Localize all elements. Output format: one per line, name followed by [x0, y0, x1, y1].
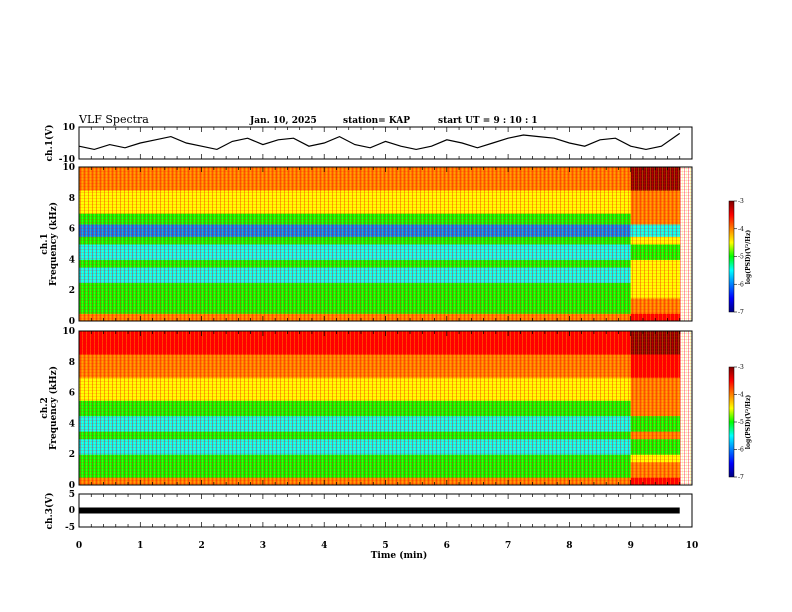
ch1-waveform-panel: 10 -10 ch.1(V) — [44, 123, 693, 165]
panel-tick-marks — [78, 127, 693, 527]
frequency-tick-label: 6 — [69, 225, 75, 235]
colorbar-tick-label: -7 — [738, 309, 744, 316]
ch1-waveform-ylabel: ch.1(V) — [44, 125, 55, 162]
ch1-colorbar-label: log(PSD)(V²/Hz) — [745, 230, 752, 285]
time-axis-label: Time (min) — [371, 550, 428, 561]
ch1-colorbar-ticks: -3 -4 -5 -6 -7 — [734, 198, 744, 316]
ch1-ytick-bottom: -10 — [59, 155, 75, 165]
time-axis-ticks: 0 1 2 3 4 5 6 7 8 9 10 — [76, 541, 698, 551]
ch3-waveform-panel: 5 0 -5 ch.3(V) 0 1 2 3 4 5 6 7 8 9 10 Time (min) — [44, 490, 698, 561]
time-tick-label: 2 — [198, 541, 204, 551]
colorbar-tick-label: -6 — [738, 281, 744, 288]
frequency-tick-label: 8 — [69, 194, 75, 204]
ch2-colorbar-ticks: -3 -4 -5 -6 -7 — [734, 364, 744, 481]
frequency-tick-label: 0 — [69, 481, 75, 491]
frequency-tick-label: 2 — [69, 450, 75, 460]
time-tick-label: 9 — [628, 541, 634, 551]
time-tick-label: 5 — [382, 541, 388, 551]
ch1-colorbar: -3 -4 -5 -6 -7 log(PSD)(V²/Hz) — [728, 198, 752, 316]
colorbar-tick-label: -4 — [738, 226, 744, 233]
ch2-colorbar: -3 -4 -5 -6 -7 log(PSD)(V²/Hz) — [728, 364, 752, 481]
ch1-spectrogram-ylabel-channel: ch.1 — [40, 233, 50, 254]
ch1-ytick-top: 10 — [62, 123, 75, 133]
date-label: Jan. 10, 2025 — [249, 116, 317, 126]
time-tick-label: 3 — [260, 541, 266, 551]
time-tick-label: 1 — [137, 541, 143, 551]
ch3-ytick-middle: 0 — [69, 506, 75, 516]
time-tick-label: 10 — [686, 541, 699, 551]
ch2-spectrogram-ylabel-channel: ch.2 — [40, 397, 50, 418]
colorbar-tick-label: -7 — [738, 474, 744, 481]
frequency-tick-label: 2 — [69, 286, 75, 296]
frequency-tick-label: 4 — [69, 419, 75, 429]
frequency-tick-label: 10 — [62, 327, 75, 337]
ch3-waveform-ylabel: ch.3(V) — [44, 493, 55, 530]
ch1-waveform-trace — [78, 132, 681, 151]
colorbar-tick-label: -6 — [738, 447, 744, 454]
colorbar-tick-label: -3 — [738, 198, 744, 205]
ch2-spectrogram-yticks: 0 2 4 6 8 10 — [62, 327, 75, 491]
time-tick-label: 8 — [566, 541, 572, 551]
ch1-spectrogram-panel: 0 2 4 6 8 10 ch.1 Frequency (kHz) — [40, 163, 693, 327]
time-tick-label: 4 — [321, 541, 327, 551]
waveform-line — [78, 132, 681, 151]
colorbar-tick-label: -5 — [738, 419, 744, 426]
frequency-tick-label: 0 — [69, 317, 75, 327]
time-tick-label: 0 — [76, 541, 82, 551]
frequency-tick-label: 6 — [69, 389, 75, 399]
ch1-colorbar-scale — [728, 200, 735, 313]
colorbar-tick-label: -5 — [738, 254, 744, 261]
time-tick-label: 7 — [505, 541, 511, 551]
frequency-tick-label: 4 — [69, 255, 75, 265]
colorbar-tick-label: -3 — [738, 364, 744, 371]
frequency-tick-label: 8 — [69, 358, 75, 368]
ch2-colorbar-scale — [728, 366, 735, 478]
ch1-spectrogram-yticks: 0 2 4 6 8 10 — [62, 163, 75, 327]
station-label: station= KAP — [343, 116, 410, 126]
ch3-ytick-bottom: -5 — [65, 523, 75, 533]
ch2-spectrogram-tonal-lines — [79, 331, 692, 485]
ch1-spectrogram-tonal-lines — [79, 167, 692, 321]
colorbar-tick-label: -4 — [738, 392, 744, 399]
ch1-spectrogram-ylabel-frequency: Frequency (kHz) — [48, 202, 59, 286]
figure-title: VLF Spectra — [78, 113, 149, 126]
ch2-colorbar-label: log(PSD)(V²/Hz) — [745, 395, 752, 450]
ch2-spectrogram-ylabel-frequency: Frequency (kHz) — [48, 366, 59, 450]
frequency-tick-label: 10 — [62, 163, 75, 173]
time-tick-label: 6 — [444, 541, 450, 551]
start-ut-label: start UT = 9 : 10 : 1 — [438, 116, 538, 126]
ch2-spectrogram-panel: 0 2 4 6 8 10 ch.2 Frequency (kHz) — [40, 327, 693, 491]
ch3-ytick-top: 5 — [69, 490, 75, 500]
